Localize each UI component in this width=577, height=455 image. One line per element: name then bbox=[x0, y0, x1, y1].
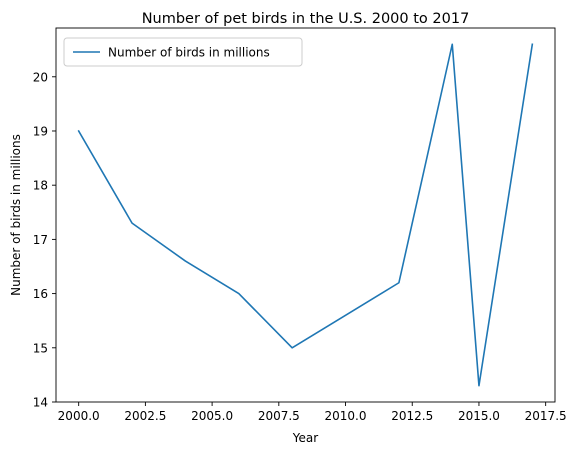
legend-label: Number of birds in millions bbox=[108, 46, 270, 60]
series-line bbox=[77, 43, 534, 387]
y-tick-label: 18 bbox=[33, 179, 48, 193]
y-tick-label: 16 bbox=[33, 287, 48, 301]
x-axis-label: Year bbox=[292, 431, 318, 445]
x-tick-label: 2000.0 bbox=[58, 409, 100, 423]
y-tick-label: 15 bbox=[33, 341, 48, 355]
y-tick-label: 19 bbox=[33, 124, 48, 138]
chart-title: Number of pet birds in the U.S. 2000 to … bbox=[142, 11, 470, 27]
plot-series bbox=[77, 43, 534, 387]
legend: Number of birds in millions bbox=[63, 37, 303, 67]
plot-frame bbox=[55, 27, 556, 403]
x-tick-label: 2005.0 bbox=[191, 409, 233, 423]
y-axis-label: Number of birds in millions bbox=[9, 134, 23, 296]
x-tick-label: 2015.0 bbox=[458, 409, 500, 423]
y-tick-label: 17 bbox=[33, 233, 48, 247]
legend-box bbox=[63, 37, 303, 67]
y-axis-ticks: 14 15 16 17 18 19 20 bbox=[33, 70, 56, 410]
y-tick-label: 14 bbox=[33, 396, 48, 410]
x-tick-label: 2007.5 bbox=[258, 409, 300, 423]
x-tick-label: 2010.0 bbox=[325, 409, 367, 423]
x-tick-label: 2017.5 bbox=[525, 409, 567, 423]
x-tick-label: 2002.5 bbox=[124, 409, 166, 423]
x-axis-ticks: 2000.0 2002.5 2005.0 2007.5 2010.0 2012.5 2015… bbox=[58, 402, 567, 423]
x-tick-label: 2012.5 bbox=[391, 409, 433, 423]
y-tick-label: 20 bbox=[33, 70, 48, 84]
